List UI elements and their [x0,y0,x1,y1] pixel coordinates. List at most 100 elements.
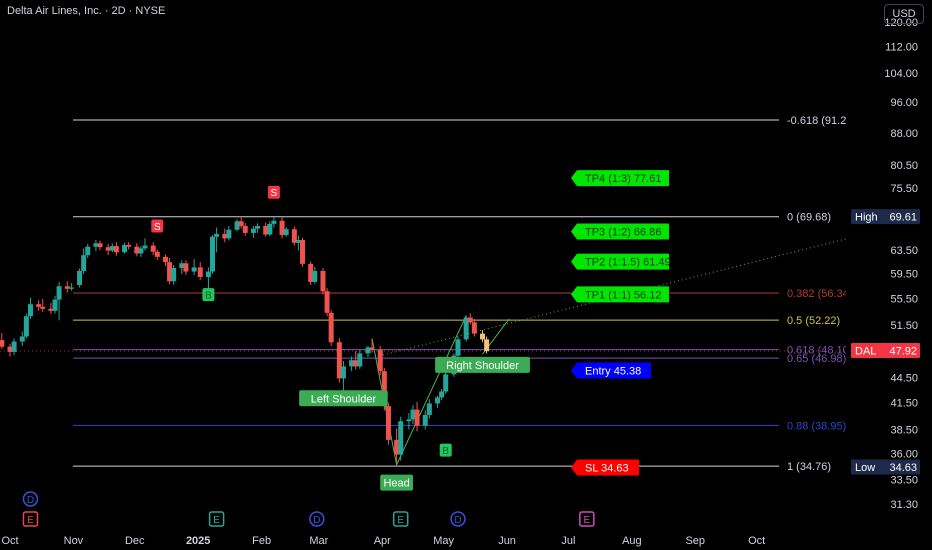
candle-body [105,247,111,251]
candle-body [394,439,400,455]
candle-body [19,336,25,342]
candle-body [97,243,103,248]
pattern-label-text: Head [383,478,409,490]
candle-body [56,286,62,300]
x-tick-label: Dec [125,535,145,547]
candle-body [142,245,148,249]
price-badge-value: 47.92 [889,345,917,357]
candle-body [191,267,197,272]
candle-body [36,304,42,307]
candle-body [154,251,160,257]
fib-label: 1 (34.76) [787,461,831,473]
target-label-tp: TP2 (1:1.5) 61.49 [585,257,671,269]
candle-body [255,226,261,229]
candle-body [353,360,359,367]
y-tick-label: 41.50 [890,398,918,410]
candle-body [23,316,29,337]
fib-label: 0 (69.68) [787,212,831,224]
candle-body [150,245,156,252]
candle-body [52,299,58,311]
dividend-marker [309,511,325,527]
pattern-label-text: Right Shoulder [446,360,519,372]
price-badge-high [851,209,920,225]
y-tick-label: 31.30 [890,499,918,511]
candle-body [64,286,70,289]
target-box-tp [571,253,669,270]
candle-body [414,409,420,426]
buy-signal-badge [202,288,215,302]
x-tick-label: Oct [1,535,18,547]
candle-body [226,229,232,239]
candle-body [439,391,445,398]
candle-body [385,406,391,440]
candle-body [179,263,185,268]
event-text: E [27,515,34,526]
pattern-label-box [299,390,388,407]
fib-label: 0.88 (38.95) [787,420,846,432]
candle-body [340,366,346,379]
x-tick-label: Apr [374,535,391,547]
buy-signal-text: B [442,446,449,457]
currency-button[interactable]: USD [884,4,924,24]
sell-signal-badge [267,185,280,199]
candle-body [0,340,5,347]
target-label-tp: TP4 (1:3) 77.61 [585,173,661,185]
sell-signal-text: S [271,188,278,199]
candle-body [7,346,13,352]
x-tick-label: May [433,535,454,547]
fib-label: -0.618 (91.26) [787,115,856,127]
sell-signal-badge [151,219,164,233]
candle-body [349,360,355,367]
buy-signal-badge [439,443,452,457]
y-tick-label: 104.00 [884,68,918,80]
y-tick-label: 88.00 [890,128,918,140]
x-tick-label: Jul [561,535,575,547]
buy-signal-text: B [205,291,212,302]
x-tick-label: Oct [748,535,765,547]
candle-body [250,228,256,233]
price-badge-name: High [855,212,878,224]
candle-body [480,333,486,340]
candle-body [410,409,416,420]
candle-body [113,246,119,253]
y-tick-label: 96.00 [890,97,918,109]
x-tick-label: Feb [252,535,271,547]
x-tick-label: Sep [685,535,705,547]
candle-body [263,226,269,235]
candle-body [93,243,99,247]
candle-body [291,229,297,243]
candle-body [222,234,228,239]
y-tick-label: 80.50 [890,160,918,172]
y-tick-label: 120.00 [884,17,918,29]
candle-body [422,414,428,426]
target-box-tp [571,170,669,187]
x-tick-label: Mar [309,535,328,547]
dividend-marker [22,491,39,507]
candle-body [381,371,387,407]
candle-body [205,271,211,278]
dividend-marker [450,511,466,527]
event-text: D [313,515,320,526]
y-tick-label: 112.00 [885,42,918,54]
price-axis [846,0,932,550]
candle-body [81,255,87,271]
y-tick-label: 36.00 [890,449,918,461]
y-tick-label: 51.50 [890,320,918,332]
x-tick-label: 2025 [186,535,210,547]
candle-body [85,246,91,256]
earnings-marker [579,511,595,527]
y-tick-label: 33.50 [890,474,918,486]
candle-body [308,263,314,282]
x-tick-label: Nov [64,535,84,547]
candle-body [68,287,74,289]
candle-body [484,339,490,352]
fib-label: 0.382 (56.34) [787,288,852,300]
candle-body [134,246,140,254]
y-tick-label: 44.50 [890,373,918,385]
candle-body [357,353,363,367]
candle-body [324,291,330,313]
earnings-marker [392,511,409,527]
price-badge-dal [851,342,920,358]
candle-body [443,374,449,392]
